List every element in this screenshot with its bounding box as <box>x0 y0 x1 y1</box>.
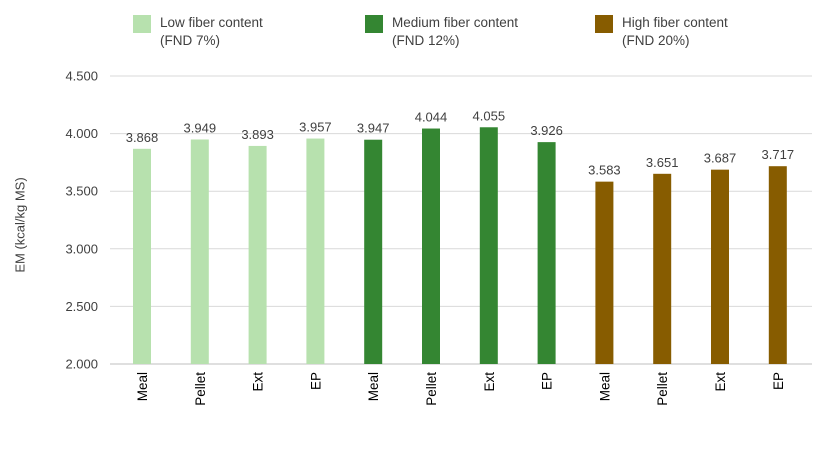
legend-label-line1: High fiber content <box>622 15 728 30</box>
bar <box>133 148 151 364</box>
data-label: 3.947 <box>357 121 390 136</box>
y-tick-label: 3.500 <box>65 184 98 199</box>
x-tick-label: Meal <box>366 372 381 401</box>
data-label: 3.893 <box>241 127 274 142</box>
data-label: 3.687 <box>704 151 737 166</box>
legend: Low fiber content (FND 7%) Medium fiber co… <box>0 0 820 60</box>
y-tick-label: 2.500 <box>65 299 98 314</box>
x-tick-label: Pellet <box>424 372 439 406</box>
x-tick-label: Pellet <box>655 372 670 406</box>
bar <box>595 181 614 364</box>
data-label: 3.957 <box>299 120 332 135</box>
y-tick-label: 3.000 <box>65 241 98 256</box>
bar <box>364 139 383 364</box>
x-tick-label: Ext <box>482 372 497 392</box>
legend-label: Low fiber content (FND 7%) <box>160 14 263 50</box>
bar <box>306 138 325 364</box>
data-label: 3.717 <box>762 147 795 162</box>
bar <box>248 145 267 364</box>
bar <box>190 139 209 364</box>
legend-item: Low fiber content (FND 7%) <box>133 14 263 50</box>
legend-label-line2: (FND 7%) <box>160 33 220 48</box>
bar <box>422 128 440 364</box>
x-tick-label: EP <box>771 372 786 390</box>
legend-item: High fiber content (FND 20%) <box>595 14 728 50</box>
x-tick-label: Ext <box>251 372 266 392</box>
y-tick-label: 4.500 <box>65 69 98 84</box>
legend-label-line1: Medium fiber content <box>392 15 519 30</box>
legend-label-line2: (FND 12%) <box>392 33 460 48</box>
bar <box>653 173 672 364</box>
legend-swatch <box>133 15 151 33</box>
legend-label-line2: (FND 20%) <box>622 33 690 48</box>
legend-label: Medium fiber content (FND 12%) <box>392 14 518 50</box>
legend-swatch <box>595 15 613 33</box>
x-tick-label: Meal <box>135 372 150 401</box>
data-label: 4.044 <box>415 110 448 125</box>
legend-item: Medium fiber content (FND 12%) <box>365 14 518 50</box>
data-label: 3.583 <box>588 163 621 178</box>
y-tick-label: 2.000 <box>65 357 98 372</box>
data-label: 3.949 <box>184 120 217 135</box>
data-label: 3.651 <box>646 155 679 170</box>
x-tick-label: Meal <box>597 372 612 401</box>
data-label: 3.868 <box>126 130 159 145</box>
bar <box>479 127 498 364</box>
legend-swatch <box>365 15 383 33</box>
x-tick-label: EP <box>540 372 555 390</box>
data-label: 4.055 <box>473 108 506 123</box>
x-tick-label: Ext <box>713 372 728 392</box>
bar <box>537 142 556 364</box>
data-label: 3.926 <box>530 123 563 138</box>
legend-label: High fiber content (FND 20%) <box>622 14 728 50</box>
y-tick-label: 4.000 <box>65 126 98 141</box>
bar <box>768 166 787 364</box>
bar <box>711 169 729 364</box>
x-tick-label: EP <box>308 372 323 390</box>
legend-label-line1: Low fiber content <box>160 15 263 30</box>
x-tick-label: Pellet <box>193 372 208 406</box>
